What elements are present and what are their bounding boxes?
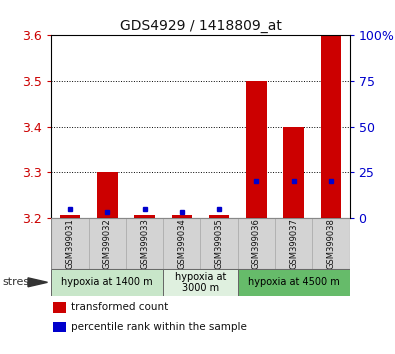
Text: GSM399033: GSM399033 [140, 218, 149, 269]
Bar [126, 218, 163, 269]
Bar [97, 172, 118, 218]
Text: transformed count: transformed count [71, 302, 168, 313]
Bar [134, 216, 155, 218]
Bar [275, 218, 312, 269]
Bar [209, 216, 229, 218]
Text: GSM399038: GSM399038 [326, 218, 335, 269]
Bar [321, 35, 341, 218]
Text: hypoxia at 4500 m: hypoxia at 4500 m [248, 277, 340, 287]
Bar [171, 216, 192, 218]
Text: percentile rank within the sample: percentile rank within the sample [71, 322, 246, 332]
Title: GDS4929 / 1418809_at: GDS4929 / 1418809_at [120, 19, 281, 33]
Bar [51, 218, 88, 269]
Text: hypoxia at
3000 m: hypoxia at 3000 m [175, 272, 226, 293]
Bar [312, 218, 350, 269]
Text: stress: stress [2, 277, 35, 287]
Text: GSM399031: GSM399031 [66, 218, 75, 269]
Bar [163, 269, 238, 296]
Polygon shape [28, 278, 47, 287]
Bar [60, 216, 80, 218]
Bar [88, 218, 126, 269]
Bar [53, 321, 66, 332]
Bar [200, 218, 238, 269]
Text: GSM399036: GSM399036 [252, 218, 261, 269]
Bar [238, 269, 350, 296]
Bar [283, 127, 304, 218]
Text: GSM399035: GSM399035 [214, 218, 224, 269]
Bar [51, 269, 163, 296]
Text: hypoxia at 1400 m: hypoxia at 1400 m [62, 277, 153, 287]
Bar [53, 302, 66, 313]
Text: GSM399032: GSM399032 [103, 218, 112, 269]
Text: GSM399034: GSM399034 [177, 218, 186, 269]
Bar [163, 218, 200, 269]
Bar [238, 218, 275, 269]
Bar [246, 81, 267, 218]
Text: GSM399037: GSM399037 [289, 218, 298, 269]
